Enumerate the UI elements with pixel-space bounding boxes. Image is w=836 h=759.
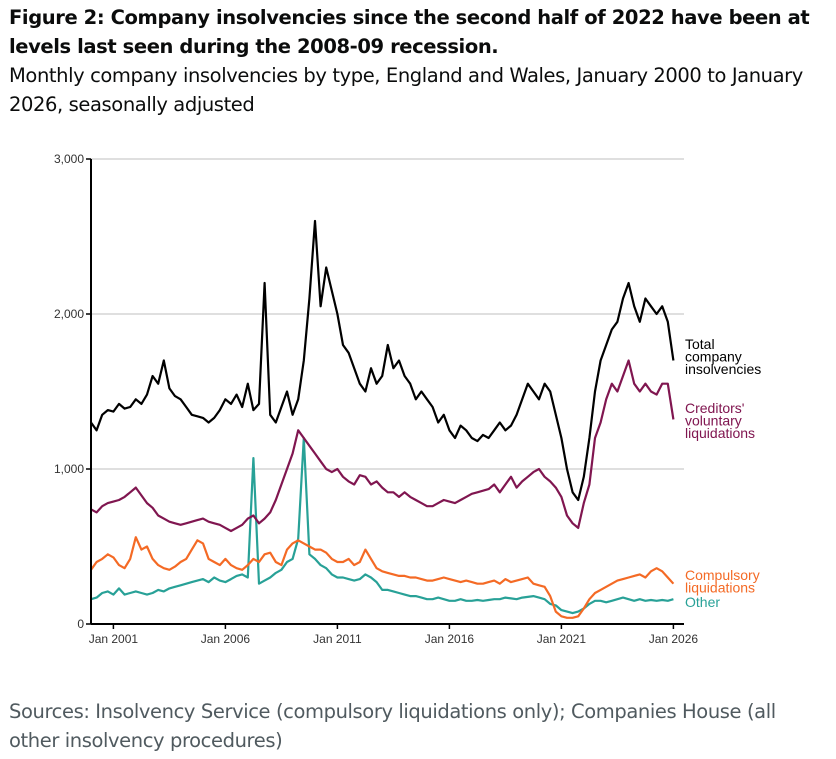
y-tick-label: 3,000 [54,152,84,166]
source-note: Sources: Insolvency Service (compulsory … [9,700,776,752]
axes [86,158,684,629]
series-label: Creditors' voluntary liquidations [685,400,755,441]
series-label: Total company insolvencies [685,336,761,377]
series-label: Other [685,594,720,610]
series-lines [90,219,675,619]
x-tick-label: Jan 2001 [89,632,139,646]
line-chart: 0 1,000 2,000 3,000 Jan 2001 Jan 2006 Jan 201… [54,152,761,646]
series-labels: Total company insolvencies Creditors' volunt… [685,336,761,610]
x-tick-label: Jan 2011 [313,632,362,646]
y-axis-tick-labels: 0 1,000 2,000 3,000 [54,152,84,631]
x-tick-label: Jan 2021 [537,632,587,646]
y-tick-label: 1,000 [54,462,84,476]
x-tick-label: Jan 2016 [425,632,475,646]
x-axis-tick-labels: Jan 2001 Jan 2006 Jan 2011 Jan 2016 Jan 2021… [89,632,699,646]
series-line-compulsory-liquidations [90,536,675,619]
x-tick-label: Jan 2026 [649,632,699,646]
series-line-other [90,436,674,615]
series-line-total-company-insolvencies [90,219,675,502]
chart-subtitle: Monthly company insolvencies by type, En… [9,64,803,116]
x-tick-label: Jan 2006 [201,632,251,646]
gridlines [91,158,684,470]
y-tick-label: 0 [77,617,84,631]
y-tick-label: 2,000 [54,307,84,321]
series-label: Compulsory liquidations [685,567,760,596]
series-line-creditors-voluntary-liquidations [90,359,675,533]
chart-title: Figure 2: Company insolvencies since the… [9,6,810,58]
